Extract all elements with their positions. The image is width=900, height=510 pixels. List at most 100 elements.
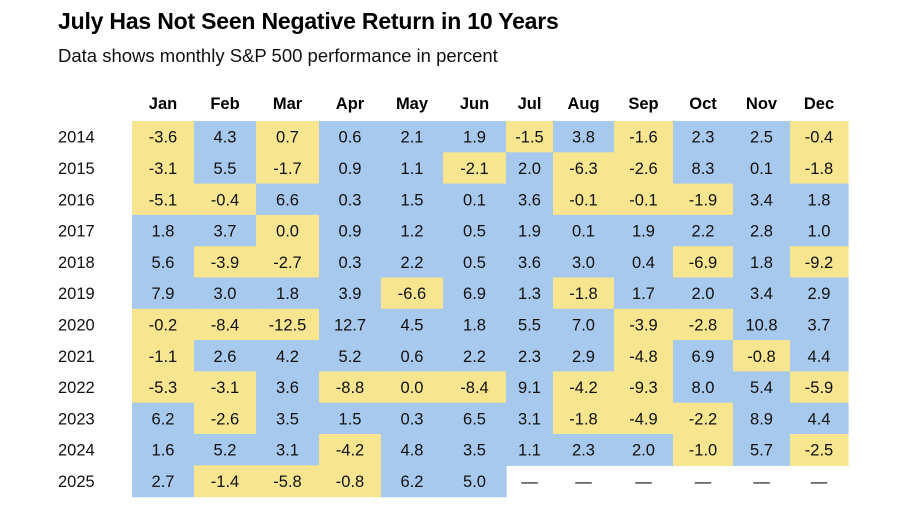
cell-2023-jul: [506, 402, 554, 435]
cell-2014-dec: [790, 121, 849, 153]
cell-value-2015-dec: -1.8: [805, 160, 833, 178]
cell-value-2017-feb: 3.7: [214, 223, 237, 241]
cell-value-2021-apr: 5.2: [339, 348, 362, 366]
cell-value-2015-jan: -3.1: [149, 160, 177, 178]
cell-2022-oct: [673, 371, 734, 404]
cell-2025-jan: [132, 465, 195, 498]
chart-subtitle: Data shows monthly S&P 500 performance i…: [58, 45, 498, 66]
cell-2023-sep: [614, 402, 674, 435]
cell-value-2024-feb: 5.2: [214, 442, 237, 460]
cell-2016-dec: [790, 183, 849, 216]
cell-value-2018-oct: -6.9: [689, 254, 717, 272]
column-header-sep: Sep: [628, 95, 658, 113]
cell-value-2016-jan: -5.1: [149, 191, 177, 209]
cell-2025-apr: [319, 465, 382, 498]
cell-2017-apr: [319, 214, 382, 247]
cell-value-2020-nov: 10.8: [745, 316, 777, 334]
cell-value-2014-apr: 0.6: [339, 129, 362, 147]
cell-2019-jun: [443, 277, 507, 310]
cell-value-2023-dec: 4.4: [808, 410, 831, 428]
cell-value-2015-may: 1.1: [401, 160, 424, 178]
cell-value-2024-jun: 3.5: [463, 442, 486, 460]
cell-2024-dec: [790, 434, 849, 466]
cell-2019-aug: [553, 277, 615, 310]
cell-value-2024-apr: -4.2: [336, 442, 364, 460]
cell-value-2014-sep: -1.6: [629, 129, 657, 147]
cell-2015-sep: [614, 152, 674, 185]
cell-value-2017-may: 1.2: [401, 223, 424, 241]
cell-value-2025-jan: 2.7: [152, 473, 175, 491]
cell-2017-aug: [553, 214, 615, 247]
cell-2020-jan: [132, 308, 195, 341]
cell-2017-nov: [733, 214, 791, 247]
cell-value-2020-may: 4.5: [401, 316, 424, 334]
cell-2024-oct: [673, 434, 734, 466]
cell-2015-feb: [194, 152, 257, 185]
cell-2024-aug: [553, 434, 615, 466]
cell-value-2022-oct: 8.0: [692, 379, 715, 397]
cell-value-2015-jul: 2.0: [518, 160, 541, 178]
cell-2018-nov: [733, 246, 791, 279]
cell-value-2019-sep: 1.7: [632, 285, 655, 303]
cell-value-2019-may: -6.6: [398, 285, 426, 303]
cell-value-2020-dec: 3.7: [808, 316, 831, 334]
row-label-2014: 2014: [58, 129, 95, 147]
cell-2014-aug: [553, 121, 615, 153]
cell-2017-feb: [194, 214, 257, 247]
cell-value-2021-feb: 2.6: [214, 348, 237, 366]
cell-value-2019-dec: 2.9: [808, 285, 831, 303]
cell-value-2014-jun: 1.9: [463, 129, 486, 147]
cell-value-2018-feb: -3.9: [211, 254, 239, 272]
cell-2022-jan: [132, 371, 195, 404]
cell-2023-dec: [790, 402, 849, 435]
cell-2020-nov: [733, 308, 791, 341]
cell-value-2015-apr: 0.9: [339, 160, 362, 178]
cell-value-2018-aug: 3.0: [572, 254, 595, 272]
cell-value-2017-jul: 1.9: [518, 223, 541, 241]
cell-2024-jul: [506, 434, 554, 466]
row-label-2023: 2023: [58, 410, 95, 428]
cell-value-2014-jul: -1.5: [515, 129, 543, 147]
cell-2016-apr: [319, 183, 382, 216]
cell-value-2024-mar: 3.1: [276, 442, 299, 460]
cell-value-2025-apr: -0.8: [336, 473, 364, 491]
cell-2017-jul: [506, 214, 554, 247]
cell-2017-sep: [614, 214, 674, 247]
cell-value-2025-feb: -1.4: [211, 473, 239, 491]
cell-value-2020-jun: 1.8: [463, 316, 486, 334]
cell-value-2014-dec: -0.4: [805, 129, 833, 147]
cell-value-2017-oct: 2.2: [692, 223, 715, 241]
cell-2015-jul: [506, 152, 554, 185]
cell-2014-jul: [506, 121, 554, 153]
cell-2021-may: [381, 340, 444, 372]
cell-2024-mar: [256, 434, 320, 466]
cell-2016-oct: [673, 183, 734, 216]
cell-value-2021-mar: 4.2: [276, 348, 299, 366]
cell-value-2017-mar: 0.0: [276, 223, 299, 241]
cell-2016-jul: [506, 183, 554, 216]
cell-value-2020-oct: -2.8: [689, 316, 717, 334]
column-header-jul: Jul: [518, 95, 542, 113]
cell-value-2022-may: 0.0: [401, 379, 424, 397]
cell-value-2025-jun: 5.0: [463, 473, 486, 491]
cell-2022-nov: [733, 371, 791, 404]
cell-value-2020-jul: 5.5: [518, 316, 541, 334]
cell-2018-apr: [319, 246, 382, 279]
cell-dash-2025-aug: —: [575, 473, 592, 491]
cell-2023-oct: [673, 402, 734, 435]
cell-2019-jan: [132, 277, 195, 310]
cell-dash-2025-nov: —: [753, 473, 770, 491]
cell-2016-mar: [256, 183, 320, 216]
cell-2020-jun: [443, 308, 507, 341]
cell-value-2018-apr: 0.3: [339, 254, 362, 272]
cell-2022-apr: [319, 371, 382, 404]
cell-2019-may: [381, 277, 444, 310]
cell-value-2022-jul: 9.1: [518, 379, 541, 397]
cell-value-2019-jan: 7.9: [152, 285, 175, 303]
cell-2014-oct: [673, 121, 734, 153]
chart-title: July Has Not Seen Negative Return in 10 …: [58, 8, 559, 34]
cell-value-2016-oct: -1.9: [689, 191, 717, 209]
cell-value-2016-apr: 0.3: [339, 191, 362, 209]
cell-value-2015-feb: 5.5: [214, 160, 237, 178]
cell-2017-may: [381, 214, 444, 247]
